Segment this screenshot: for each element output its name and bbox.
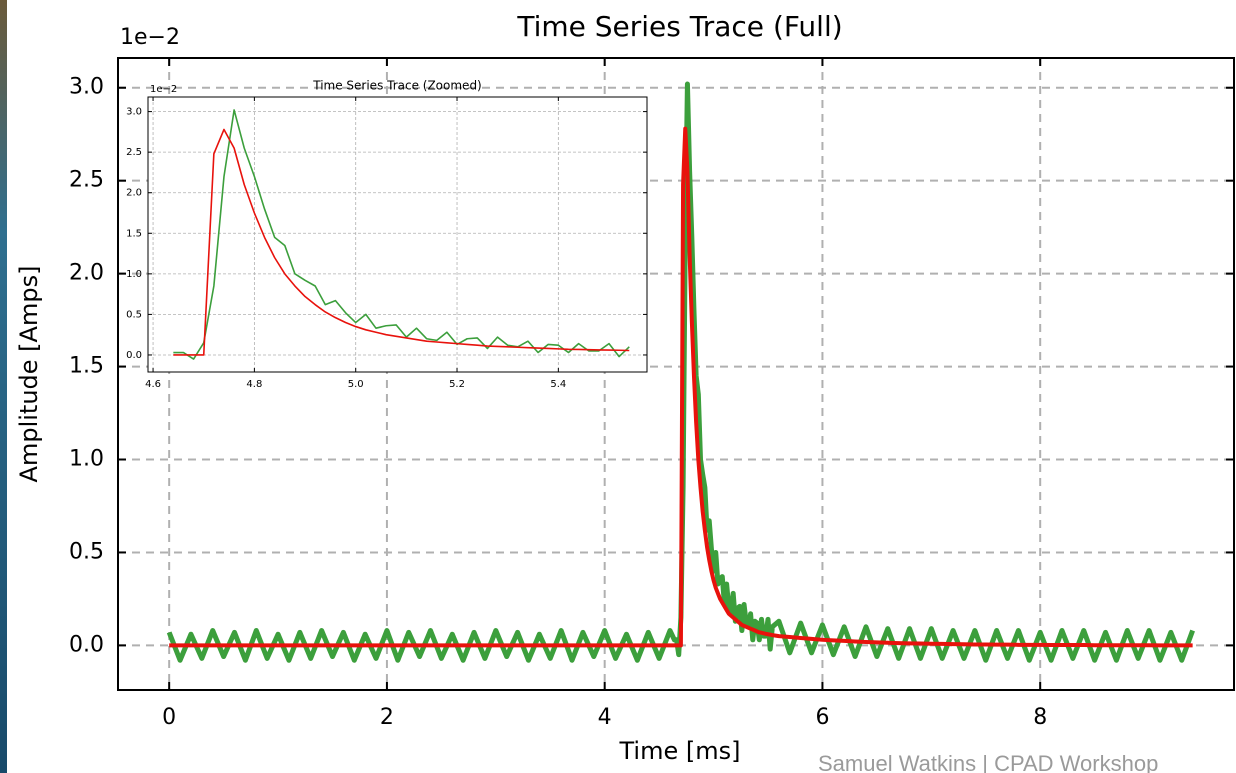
background-strip	[0, 0, 7, 773]
offset-text: 1e−2	[120, 25, 180, 50]
series-group	[166, 81, 1195, 663]
y-tick-label: 0.5	[69, 539, 104, 564]
x-tick-label: 2	[380, 705, 394, 730]
x-tick-label: 4	[598, 705, 612, 730]
series-line	[173, 109, 630, 360]
y-tick-label: 0.0	[69, 632, 104, 657]
x-tick-label: 5.4	[550, 379, 566, 390]
x-tick-label: 4.8	[246, 379, 262, 390]
series-group	[173, 109, 630, 360]
series-line	[169, 126, 1193, 648]
y-axis-label: Amplitude [Amps]	[15, 266, 43, 483]
y-tick-label: 3.0	[69, 75, 104, 100]
y-tick-label: 0.5	[126, 309, 142, 320]
y-tick-label: 2.0	[126, 188, 142, 199]
y-tick-label: 0.0	[126, 350, 142, 361]
chart-title: Time Series Trace (Full)	[516, 10, 842, 43]
plot-background	[148, 97, 647, 372]
x-tick-label: 6	[815, 705, 829, 730]
footer: Samuel Watkins | CPAD Workshop	[818, 751, 1158, 773]
series-line	[173, 128, 630, 356]
x-axis-label: Time [ms]	[619, 737, 741, 765]
x-tick-label: 0	[162, 705, 176, 730]
y-tick-label: 2.5	[126, 147, 142, 158]
x-tick-label: 5.2	[449, 379, 465, 390]
plot-frame	[147, 96, 648, 373]
y-tick-label: 1.0	[126, 269, 142, 280]
y-tick-label: 3.0	[126, 107, 142, 118]
y-tick-label: 1.0	[69, 447, 104, 472]
series-line	[166, 81, 1195, 663]
plot-frame	[117, 57, 1235, 691]
chart-title: Time Series Trace (Zoomed)	[312, 79, 482, 93]
y-tick-label: 1.5	[69, 354, 104, 379]
y-tick-label: 2.5	[69, 168, 104, 193]
offset-text: 1e−2	[150, 84, 177, 95]
y-tick-label: 1.5	[126, 228, 142, 239]
x-tick-label: 5.0	[348, 379, 364, 390]
x-tick-label: 8	[1033, 705, 1047, 730]
y-tick-label: 2.0	[69, 261, 104, 286]
x-tick-label: 4.6	[145, 379, 161, 390]
